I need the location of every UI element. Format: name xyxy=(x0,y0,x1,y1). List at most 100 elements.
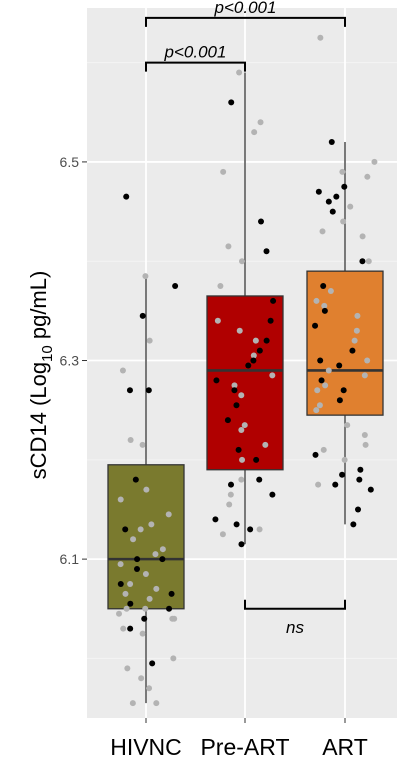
data-point-grey xyxy=(152,551,159,558)
data-point-black xyxy=(117,580,124,587)
data-point-grey xyxy=(252,337,259,344)
data-point-grey xyxy=(351,337,358,344)
data-point-grey xyxy=(262,441,269,448)
data-point-grey xyxy=(313,297,320,304)
data-point-black xyxy=(134,566,141,573)
jitter-points xyxy=(116,34,378,707)
data-point-grey xyxy=(316,402,323,409)
data-point-black xyxy=(141,615,148,622)
y-axis-label-unit: pg/mL) xyxy=(26,271,51,346)
data-point-black xyxy=(333,193,340,200)
data-point-grey xyxy=(317,34,324,41)
data-point-black xyxy=(312,322,319,329)
data-point-grey xyxy=(220,168,227,175)
box-hivnc xyxy=(107,464,185,610)
data-point-grey xyxy=(354,312,361,319)
x-tick-label: HIVNC xyxy=(110,734,182,760)
data-point-grey xyxy=(146,685,153,692)
data-point-grey xyxy=(341,456,348,463)
comparison-bracket xyxy=(145,61,246,72)
data-point-grey xyxy=(313,407,320,414)
data-point-grey xyxy=(320,446,327,453)
data-point-grey xyxy=(365,258,372,265)
data-point-grey xyxy=(142,605,149,612)
data-point-grey xyxy=(238,427,245,434)
comparison-bracket xyxy=(145,16,346,27)
data-point-black xyxy=(267,317,274,324)
data-point-grey xyxy=(130,536,137,543)
data-point-grey xyxy=(256,526,263,533)
data-point-grey xyxy=(117,496,124,503)
data-point-grey xyxy=(364,173,371,180)
data-point-black xyxy=(359,258,366,265)
data-point-grey xyxy=(226,501,233,508)
data-point-grey xyxy=(143,486,150,493)
data-point-grey xyxy=(142,273,149,280)
data-point-black xyxy=(263,248,270,255)
data-point-grey xyxy=(236,69,243,76)
data-point-grey xyxy=(344,422,351,429)
data-point-grey xyxy=(359,233,366,240)
data-point-black xyxy=(247,526,254,533)
x-tick-label: Pre-ART xyxy=(200,734,289,760)
data-point-grey xyxy=(236,327,243,334)
data-point-black xyxy=(168,590,175,597)
data-point-black xyxy=(224,417,231,424)
data-point-grey xyxy=(120,625,127,632)
data-point-grey xyxy=(364,357,371,364)
data-point-grey xyxy=(340,218,347,225)
data-point-grey xyxy=(251,129,258,136)
data-point-grey xyxy=(321,302,328,309)
data-point-black xyxy=(231,387,238,394)
data-point-black xyxy=(332,481,339,488)
data-point-grey xyxy=(227,491,234,498)
y-axis-label-subscript: 10 xyxy=(39,345,56,362)
data-point-grey xyxy=(217,283,224,290)
data-point-black xyxy=(212,516,219,523)
data-point-grey xyxy=(129,700,136,707)
data-point-grey xyxy=(127,580,134,587)
data-point-black xyxy=(245,362,252,369)
data-point-black xyxy=(320,283,327,290)
y-tick-label: 6.5 xyxy=(60,154,80,170)
comparison-label: p<0.001 xyxy=(214,0,277,17)
data-point-black xyxy=(269,491,276,498)
data-point-grey xyxy=(327,288,334,295)
data-point-black xyxy=(213,377,220,384)
data-point-grey xyxy=(371,158,378,165)
data-point-black xyxy=(122,526,129,533)
data-point-black xyxy=(328,139,335,146)
data-point-grey xyxy=(124,665,131,672)
data-point-black xyxy=(233,402,240,409)
data-point-black xyxy=(367,486,374,493)
data-point-black xyxy=(318,377,325,384)
data-point-grey xyxy=(170,655,177,662)
data-point-black xyxy=(145,387,152,394)
data-point-grey xyxy=(361,431,368,438)
data-point-black xyxy=(139,312,146,319)
data-point-grey xyxy=(238,392,245,399)
x-tick-label: ART xyxy=(322,734,368,760)
data-point-grey xyxy=(314,387,321,394)
y-tick-label: 6.3 xyxy=(60,353,80,369)
data-point-grey xyxy=(214,317,221,324)
data-point-grey xyxy=(119,367,126,374)
data-point-black xyxy=(159,556,166,563)
data-point-grey xyxy=(153,585,160,592)
data-point-grey xyxy=(138,675,145,682)
data-point-grey xyxy=(146,337,153,344)
data-point-grey xyxy=(127,436,134,443)
data-point-black xyxy=(336,397,343,404)
comparison-label: p<0.001 xyxy=(164,43,227,62)
data-point-grey xyxy=(139,441,146,448)
data-point-black xyxy=(172,283,179,290)
data-point-grey xyxy=(319,228,326,235)
data-point-black xyxy=(325,198,332,205)
x-axis: HIVNC Pre-ART ART xyxy=(110,718,368,760)
data-point-grey xyxy=(159,546,166,553)
data-point-grey xyxy=(239,456,246,463)
data-point-black xyxy=(270,297,277,304)
data-point-black xyxy=(339,471,346,478)
comparison-label: ns xyxy=(286,618,304,637)
data-point-black xyxy=(127,600,134,607)
